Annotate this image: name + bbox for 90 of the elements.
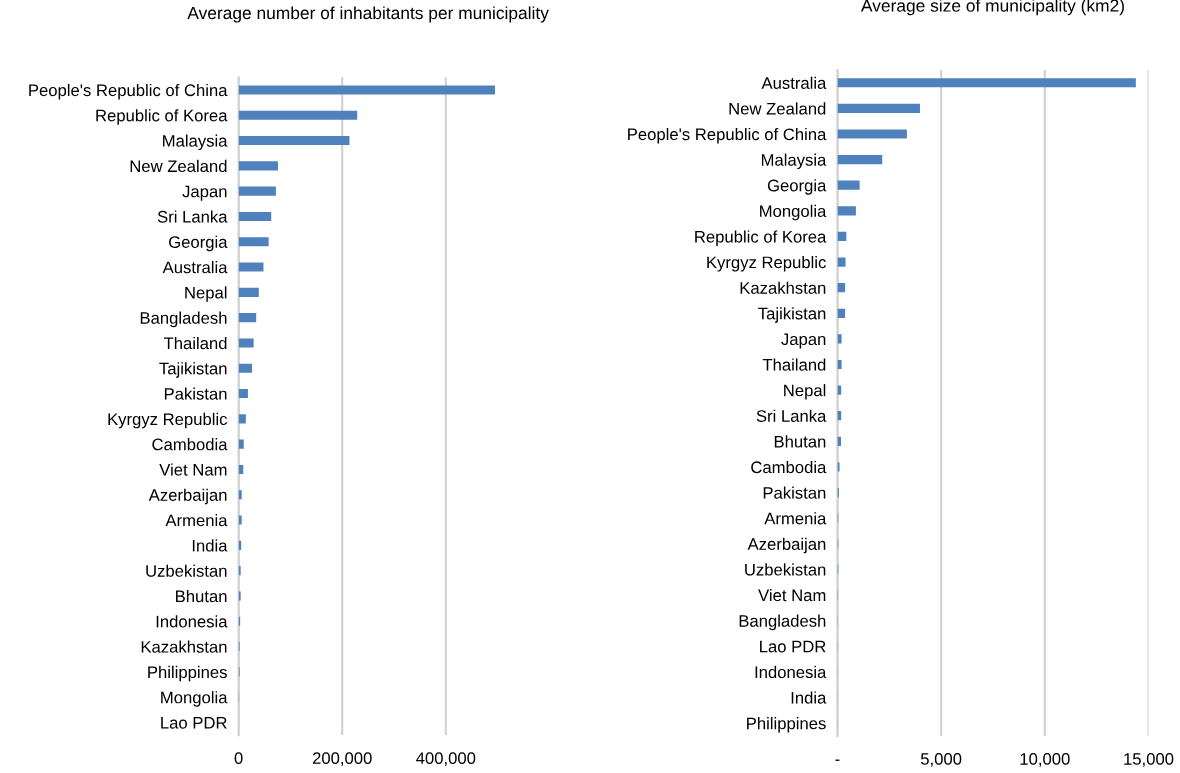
bar bbox=[238, 110, 358, 120]
y-tick-label: Pakistan bbox=[763, 486, 826, 499]
y-tick-label: Armenia bbox=[165, 514, 228, 527]
bar bbox=[238, 591, 241, 601]
bar bbox=[238, 363, 253, 373]
y-tick-label: Azerbaijan bbox=[747, 537, 826, 554]
x-tick-label: 15,000 bbox=[1124, 753, 1174, 767]
bar bbox=[238, 566, 241, 576]
y-tick-label: Thailand bbox=[762, 358, 826, 371]
y-tick-label: Kyrgyz Republic bbox=[108, 412, 228, 429]
y-tick-label: Viet Nam bbox=[758, 588, 826, 602]
y-tick-label: Armenia bbox=[764, 512, 827, 525]
y-tick-label: Tajikistan bbox=[159, 362, 227, 378]
x-tick-label: 400,000 bbox=[416, 752, 476, 766]
chart-title: Average size of municipality (km2) bbox=[860, 0, 1124, 16]
y-tick-label: Malaysia bbox=[761, 153, 827, 170]
y-tick-label: India bbox=[192, 539, 228, 552]
y-tick-label: Mongolia bbox=[760, 204, 827, 221]
x-tick-label: 0 bbox=[234, 752, 243, 765]
y-tick-label: Indonesia bbox=[755, 665, 827, 679]
y-tick-label: Mongolia bbox=[161, 691, 228, 707]
y-tick-label: Republic of Korea bbox=[96, 109, 228, 125]
x-tick-label: 10,000 bbox=[1020, 753, 1070, 767]
y-tick-label: Bhutan bbox=[176, 589, 227, 603]
bar bbox=[837, 180, 860, 190]
y-tick-label: Kazakhstan bbox=[141, 640, 227, 653]
y-tick-label: Japan bbox=[781, 333, 826, 349]
bar bbox=[238, 287, 259, 297]
y-tick-label: Philippines bbox=[148, 665, 227, 682]
y-tick-label: Thailand bbox=[163, 336, 227, 350]
bar bbox=[837, 103, 920, 113]
bar bbox=[238, 414, 246, 424]
y-tick-label: People's Republic of China bbox=[628, 127, 827, 144]
y-tick-label: Pakistan bbox=[164, 387, 227, 400]
y-tick-label: New Zealand bbox=[130, 159, 227, 173]
bar bbox=[837, 257, 846, 267]
y-tick-label: Malaysia bbox=[163, 134, 228, 151]
bar bbox=[837, 206, 856, 216]
y-tick-label: Philippines bbox=[747, 717, 826, 733]
bar bbox=[238, 439, 244, 449]
x-tick-label: - bbox=[835, 759, 840, 761]
y-tick-label: Bangladesh bbox=[739, 614, 826, 631]
bar bbox=[238, 85, 496, 95]
bar bbox=[238, 211, 272, 222]
bar bbox=[837, 334, 842, 344]
y-tick-label: Azerbaijan bbox=[148, 488, 227, 505]
y-tick-label: Georgia bbox=[767, 179, 827, 195]
y-tick-label: Viet Nam bbox=[159, 463, 227, 476]
y-tick-label: Tajikistan bbox=[758, 307, 826, 323]
bar bbox=[238, 237, 269, 247]
y-tick-label: Sri Lanka bbox=[157, 210, 228, 223]
bar bbox=[837, 129, 907, 139]
y-tick-label: Indonesia bbox=[156, 615, 228, 628]
y-tick-label: Uzbekistan bbox=[745, 563, 826, 576]
y-tick-label: Cambodia bbox=[152, 438, 228, 451]
bar bbox=[238, 262, 264, 272]
y-tick-label: India bbox=[791, 691, 827, 704]
y-tick-label: People's Republic of China bbox=[29, 83, 228, 100]
y-tick-label: Japan bbox=[182, 185, 227, 201]
bar bbox=[837, 154, 883, 165]
y-tick-label: New Zealand bbox=[729, 102, 826, 115]
bar bbox=[238, 161, 278, 171]
bar bbox=[238, 186, 276, 196]
bar bbox=[238, 515, 242, 525]
y-tick-label: Sri Lanka bbox=[756, 409, 827, 422]
y-tick-label: Nepal bbox=[185, 286, 227, 302]
bar bbox=[238, 338, 254, 348]
bar bbox=[238, 490, 242, 500]
bar bbox=[837, 78, 1136, 88]
y-tick-label: Lao PDR bbox=[760, 640, 826, 653]
bar bbox=[238, 389, 248, 399]
bar bbox=[238, 313, 257, 323]
bar bbox=[837, 359, 842, 370]
y-tick-label: Lao PDR bbox=[161, 717, 227, 729]
y-tick-label: Nepal bbox=[784, 384, 826, 400]
y-tick-label: Georgia bbox=[169, 235, 228, 252]
x-tick-label: 5,000 bbox=[920, 753, 962, 767]
bar bbox=[238, 136, 350, 146]
chart-title: Average number of inhabitants per municipality bbox=[187, 6, 549, 23]
y-tick-label: Kazakhstan bbox=[740, 281, 826, 294]
y-tick-label: Republic of Korea bbox=[695, 230, 827, 246]
y-tick-label: Bangladesh bbox=[140, 311, 227, 328]
y-tick-label: Cambodia bbox=[751, 460, 827, 474]
y-tick-label: Australia bbox=[162, 261, 228, 274]
x-tick-label: 200,000 bbox=[312, 752, 372, 766]
bar bbox=[837, 462, 840, 472]
y-tick-label: Bhutan bbox=[774, 435, 826, 448]
y-tick-label: Australia bbox=[761, 76, 827, 89]
y-tick-label: Uzbekistan bbox=[146, 564, 227, 577]
y-tick-label: Kyrgyz Republic bbox=[707, 256, 826, 272]
